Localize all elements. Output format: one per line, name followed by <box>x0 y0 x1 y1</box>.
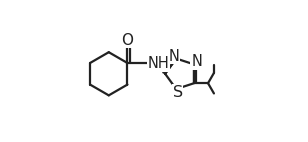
Text: O: O <box>121 33 133 48</box>
Text: N: N <box>191 54 202 69</box>
Text: S: S <box>172 85 183 100</box>
Text: N: N <box>168 49 179 64</box>
Text: NH: NH <box>148 56 169 71</box>
